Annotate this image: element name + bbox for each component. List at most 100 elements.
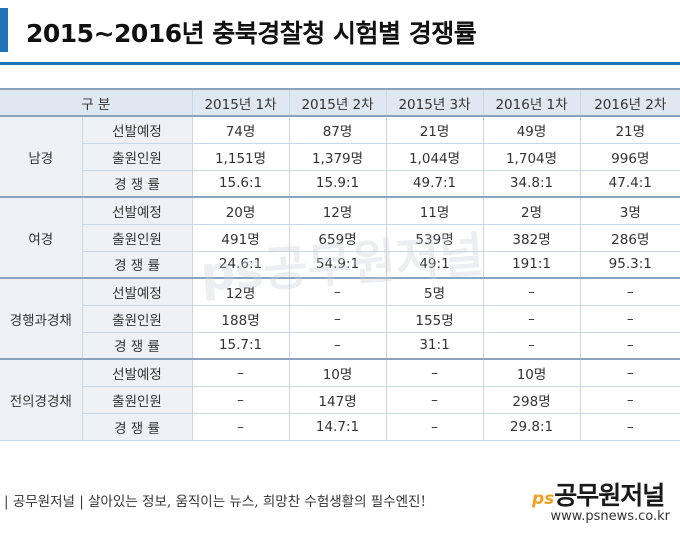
column-header: 2016년 2차	[580, 88, 680, 117]
table-cell: 20명	[192, 197, 290, 225]
table-row: 경 쟁 률 –14.7:1–29.8:1–	[0, 413, 680, 441]
row-label: 출원인원	[82, 143, 193, 171]
column-header: 2015년 2차	[289, 88, 387, 117]
table-row: 출원인원 491명 659명 539명 382명 286명	[0, 224, 680, 252]
table-row: 출원인원 188명 –155명 – –	[0, 305, 680, 333]
row-label: 경 쟁 률	[82, 332, 193, 360]
table-row: 전의경경채 선발예정 –10명 –10명 –	[0, 359, 680, 441]
logo-ps: ps	[532, 489, 555, 509]
group-label: 남경	[0, 116, 83, 198]
table-row: 출원인원 –147명 –298명 –	[0, 386, 680, 414]
table-cell: 11명	[386, 197, 484, 225]
table-cell: 1,379명	[289, 143, 387, 171]
table-cell: 87명	[289, 116, 387, 144]
brand-logo[interactable]: ps공무원저널	[532, 476, 665, 512]
row-label: 경 쟁 률	[82, 251, 193, 279]
table-cell: –	[580, 305, 680, 333]
row-label: 선발예정	[82, 116, 193, 144]
table-cell: 5명	[386, 278, 484, 306]
row-label: 출원인원	[82, 305, 193, 333]
table-cell: 74명	[192, 116, 290, 144]
page-title: 2015~2016년 충북경찰청 시험별 경쟁률	[26, 19, 477, 48]
table-cell: –	[192, 386, 290, 414]
competition-rate-table: 구 분 2015년 1차 2015년 2차 2015년 3차 2016년 1차 …	[0, 88, 680, 441]
footer-slogan: | 공무원저널 | 살아있는 정보, 움직이는 뉴스, 희망찬 수험생활의 필수…	[4, 494, 426, 510]
table-cell: 24.6:1	[192, 251, 290, 279]
header: 2015~2016년 충북경찰청 시험별 경쟁률	[0, 0, 680, 66]
table-cell: –	[386, 359, 484, 387]
table-cell: 54.9:1	[289, 251, 387, 279]
table-cell: –	[483, 305, 581, 333]
table-row: 경행과경채 선발예정 12명 –5명 – –	[0, 278, 680, 360]
table-cell: 1,044명	[386, 143, 484, 171]
table-cell: –	[386, 386, 484, 414]
table-cell: 2명	[483, 197, 581, 225]
table-cell: –	[580, 278, 680, 306]
table-cell: 31:1	[386, 332, 484, 360]
table-cell: 12명	[289, 197, 387, 225]
footer: | 공무원저널 | 살아있는 정보, 움직이는 뉴스, 희망찬 수험생활의 필수…	[0, 474, 680, 535]
table-row: 경 쟁 률 15.6:1 15.9:1 49.7:1 34.8:1 47.4:1	[0, 170, 680, 198]
table-cell: –	[580, 359, 680, 387]
column-header: 2015년 3차	[386, 88, 484, 117]
table-row: 출원인원 1,151명 1,379명 1,044명 1,704명 996명	[0, 143, 680, 171]
logo-brand: 공무원저널	[554, 481, 665, 510]
table-cell: 47.4:1	[580, 170, 680, 198]
table-cell: –	[289, 332, 387, 360]
row-label: 경 쟁 률	[82, 413, 193, 441]
table-cell: 49명	[483, 116, 581, 144]
column-header: 2015년 1차	[192, 88, 290, 117]
table-cell: –	[483, 332, 581, 360]
table-cell: 659명	[289, 224, 387, 252]
table-cell: 188명	[192, 305, 290, 333]
table-cell: 21명	[386, 116, 484, 144]
row-label: 출원인원	[82, 224, 193, 252]
row-label: 경 쟁 률	[82, 170, 193, 198]
table-cell: 286명	[580, 224, 680, 252]
table-cell: 34.8:1	[483, 170, 581, 198]
table-cell: 29.8:1	[483, 413, 581, 441]
row-label: 선발예정	[82, 359, 193, 387]
row-label: 선발예정	[82, 278, 193, 306]
table-cell: –	[289, 305, 387, 333]
table-cell: 95.3:1	[580, 251, 680, 279]
corner-header: 구 분	[0, 88, 193, 117]
group-label: 여경	[0, 197, 83, 279]
site-url[interactable]: www.psnews.co.kr	[550, 509, 670, 524]
table-cell: 191:1	[483, 251, 581, 279]
table-row: 여경 선발예정 20명 12명 11명 2명 3명	[0, 197, 680, 279]
table-cell: –	[192, 413, 290, 441]
table-cell: –	[386, 413, 484, 441]
group-label: 전의경경채	[0, 359, 83, 441]
table-cell: 996명	[580, 143, 680, 171]
table-cell: 3명	[580, 197, 680, 225]
table-cell: 10명	[483, 359, 581, 387]
table-cell: –	[580, 413, 680, 441]
table-cell: 155명	[386, 305, 484, 333]
table-cell: 49.7:1	[386, 170, 484, 198]
table-cell: 539명	[386, 224, 484, 252]
table-cell: 382명	[483, 224, 581, 252]
table-cell: –	[580, 332, 680, 360]
table-body: 구 분 2015년 1차 2015년 2차 2015년 3차 2016년 1차 …	[0, 88, 680, 441]
table-cell: –	[192, 359, 290, 387]
table-cell: 298명	[483, 386, 581, 414]
table-cell: 21명	[580, 116, 680, 144]
table-cell: 147명	[289, 386, 387, 414]
table-cell: 49:1	[386, 251, 484, 279]
table-cell: 15.6:1	[192, 170, 290, 198]
table-row: 경 쟁 률 15.7:1–31:1– –	[0, 332, 680, 360]
table-header-row: 구 분 2015년 1차 2015년 2차 2015년 3차 2016년 1차 …	[0, 88, 680, 117]
table-cell: 12명	[192, 278, 290, 306]
table-cell: 15.7:1	[192, 332, 290, 360]
table-row: 경 쟁 률 24.6:1 54.9:1 49:1 191:1 95.3:1	[0, 251, 680, 279]
table-cell: 15.9:1	[289, 170, 387, 198]
table-cell: –	[580, 386, 680, 414]
table-cell: –	[289, 278, 387, 306]
table-row: 남경 선발예정 74명 87명 21명 49명 21명	[0, 116, 680, 198]
group-label: 경행과경채	[0, 278, 83, 360]
title-underline	[0, 62, 680, 65]
table-cell: 1,151명	[192, 143, 290, 171]
row-label: 출원인원	[82, 386, 193, 414]
title-accent-bar	[0, 8, 8, 52]
